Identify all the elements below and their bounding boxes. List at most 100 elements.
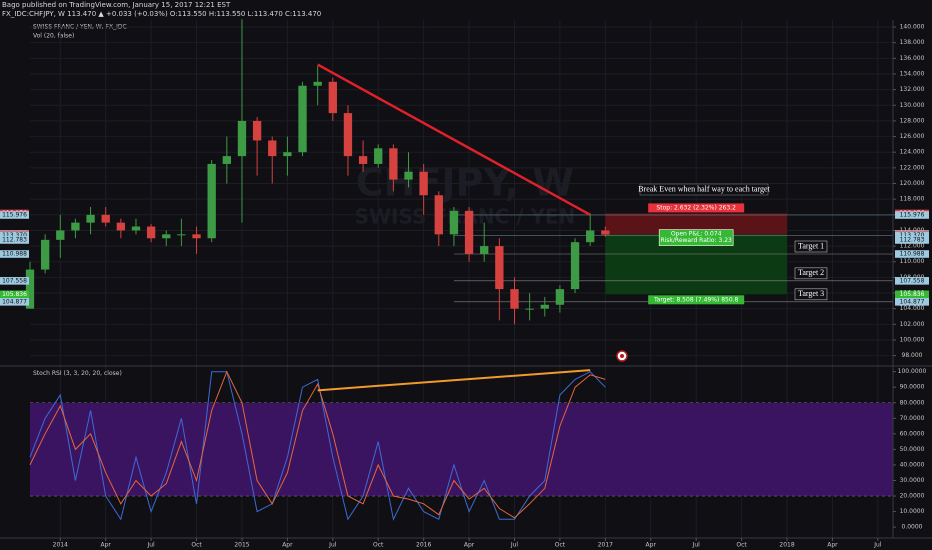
- candle-body: [328, 81, 337, 114]
- price-label: 107.558: [2, 277, 27, 284]
- y-tick-label: 100.000: [900, 336, 925, 343]
- plot-layer: [30, 20, 893, 538]
- candle-body: [25, 269, 35, 309]
- event-icon-dot: [620, 354, 624, 358]
- trendline: [317, 369, 591, 392]
- y-tick-label: 122.000: [900, 164, 925, 171]
- y-tick-label: 80.0000: [900, 399, 925, 406]
- x-tick-label: Oct: [191, 542, 202, 549]
- candle-body: [162, 234, 171, 239]
- target-summary: Target: 8.508 (7.49%) 850.8: [653, 296, 739, 303]
- stop-label: Stop: 2.632 (2.32%) 263.2: [656, 204, 736, 211]
- price-label-box: [0, 277, 29, 285]
- y-tick-label: 90.0000: [900, 384, 925, 391]
- x-tick-label: Apr: [827, 542, 838, 549]
- y-tick-label: 118.000: [900, 196, 925, 203]
- x-tick-label: Jul: [146, 542, 155, 549]
- y-tick-label: 60.0000: [900, 430, 925, 437]
- price-label: 115.976: [2, 211, 27, 218]
- price-label-box: [895, 236, 929, 244]
- pnl-box: [658, 229, 734, 246]
- y-tick-label: 120.000: [900, 180, 925, 187]
- price-label: 112.783: [900, 236, 925, 243]
- price-label-box: [0, 211, 29, 219]
- rr-label: Risk/Reward Ratio: 3.23: [660, 237, 732, 244]
- x-tick-label: Apr: [646, 542, 657, 549]
- stoch-line: [29, 371, 606, 521]
- price-label: 110.988: [2, 251, 27, 258]
- price-label: 104.877: [900, 298, 925, 305]
- candle-body: [555, 289, 565, 305]
- price-label: 113.370: [900, 232, 925, 239]
- y-tick-label: 104.000: [900, 305, 925, 312]
- note-box: [639, 183, 769, 196]
- y-tick-label: 50.0000: [900, 446, 925, 453]
- candle-body: [495, 246, 504, 290]
- candle-body: [480, 246, 489, 254]
- candle-body: [252, 120, 262, 141]
- y-tick-label: 128.000: [900, 117, 925, 124]
- candle-body: [40, 239, 50, 270]
- candle-body: [404, 171, 413, 180]
- target-box: [794, 288, 828, 301]
- candle-body: [177, 234, 186, 236]
- y-tick-label: 20.0000: [900, 493, 925, 500]
- y-tick-label: 98.000: [902, 352, 923, 359]
- price-label: 113.370: [2, 232, 27, 239]
- y-tick-label: 132.000: [900, 86, 925, 93]
- candle-body: [268, 140, 277, 157]
- y-tick-label: 126.000: [900, 133, 925, 140]
- y-tick-label: 110.000: [900, 258, 925, 265]
- target-label: Target 1: [798, 241, 824, 250]
- price-label-box: [0, 231, 29, 240]
- price-label: 104.877: [2, 298, 27, 305]
- candle-body: [116, 222, 126, 231]
- stoch-line: [29, 370, 606, 519]
- note: Break Even when half way to each target: [638, 184, 770, 193]
- candle-body: [570, 242, 580, 290]
- candle-body: [434, 195, 443, 235]
- y-tick-label: 40.0000: [900, 461, 925, 468]
- price-label: 105.836: [2, 291, 27, 298]
- publisher: Bago published on TradingView.com, Janua…: [2, 1, 231, 9]
- stop-label-box: [648, 203, 745, 213]
- x-tick-label: Jul: [328, 542, 337, 549]
- y-tick-label: 134.000: [900, 70, 925, 77]
- price-label-box: [895, 211, 929, 219]
- x-tick-label: 2018: [779, 542, 794, 549]
- candle-body: [510, 289, 519, 309]
- x-tick-label: Apr: [101, 542, 112, 549]
- x-tick-label: Jul: [510, 542, 519, 549]
- y-tick-label: 100.0000: [898, 368, 927, 375]
- y-tick-label: 136.000: [900, 55, 925, 62]
- watermark: CHFJPY, W: [356, 161, 574, 205]
- price-label: 110.988: [900, 251, 925, 258]
- candle-body: [343, 113, 353, 157]
- price-label-box: [0, 236, 29, 244]
- candle-body: [313, 81, 322, 86]
- x-tick-label: 2017: [598, 542, 613, 549]
- price-label: 115.976: [900, 211, 925, 218]
- symbol-line: FX_IDC:CHFJPY, W 113.470 ▲ +0.033 (+0.03…: [2, 10, 321, 18]
- x-tick-label: 2015: [234, 542, 249, 549]
- candle-body: [464, 210, 474, 254]
- target-label: Target 2: [798, 268, 824, 277]
- candle-body: [56, 230, 65, 240]
- candle-body: [146, 226, 156, 239]
- y-tick-label: 112.000: [900, 243, 925, 250]
- price-label: 107.558: [900, 277, 925, 284]
- price-label-box: [895, 231, 929, 240]
- candle-body: [586, 230, 595, 243]
- candle-body: [525, 308, 534, 310]
- y-tick-label: 10.0000: [900, 508, 925, 515]
- price-label-box: [895, 290, 929, 299]
- x-tick-label: Jul: [692, 542, 701, 549]
- x-tick-label: Jul: [873, 542, 882, 549]
- x-tick-label: Oct: [373, 542, 384, 549]
- candle-body: [419, 171, 428, 196]
- price-label-box: [895, 298, 929, 306]
- candle-body: [374, 148, 383, 164]
- target-label-box: [648, 295, 745, 305]
- target-box: [794, 240, 828, 253]
